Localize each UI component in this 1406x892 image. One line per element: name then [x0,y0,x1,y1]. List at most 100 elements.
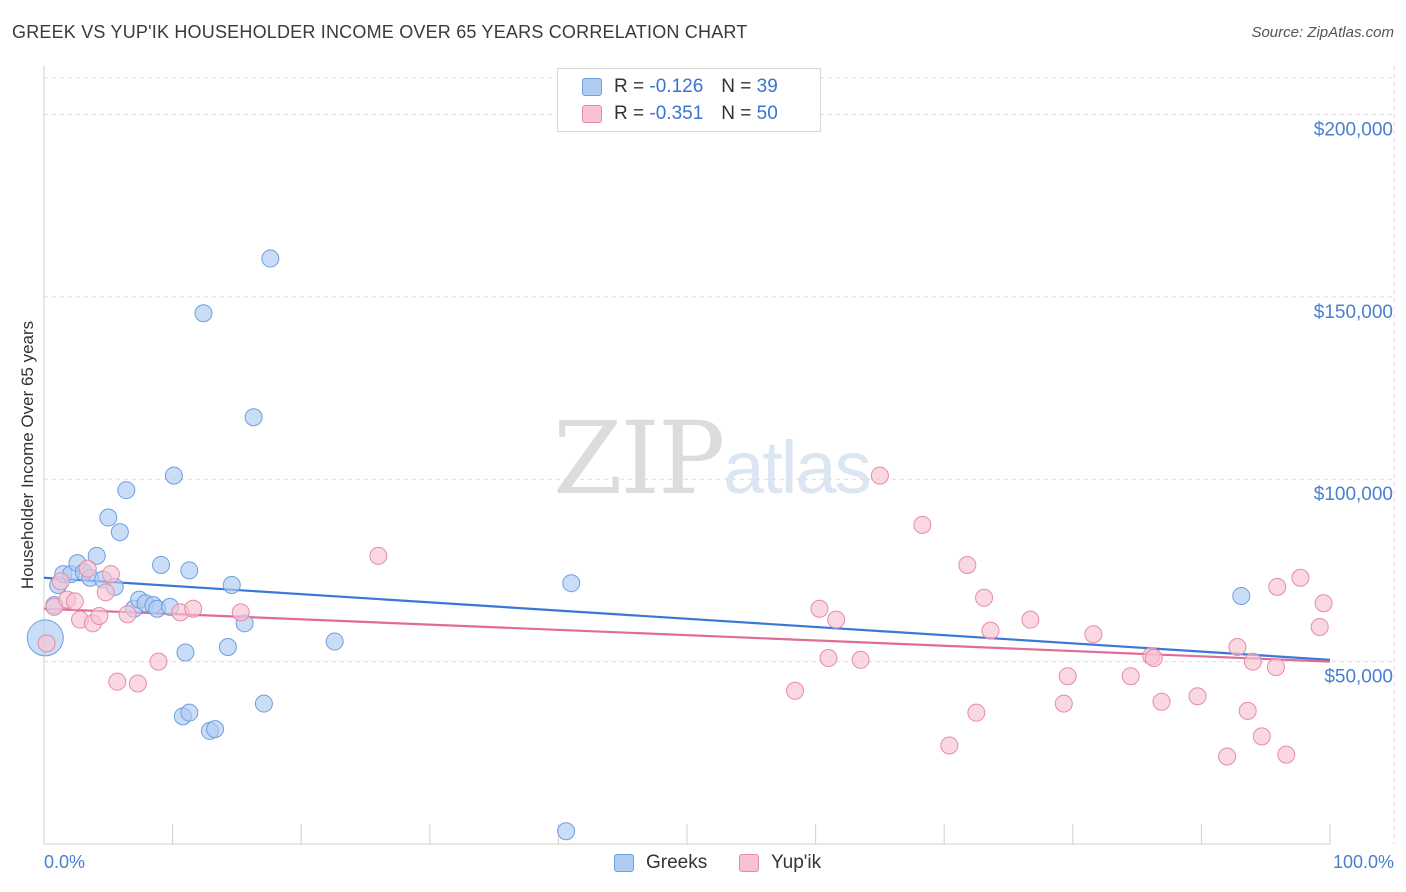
data-point [96,583,115,602]
data-point [222,576,241,595]
data-point [87,546,106,565]
series-legend-greeks: Greeks [614,852,707,874]
data-point [117,481,136,500]
data-point [37,634,56,653]
legend-r-label: R = [614,76,645,97]
data-point [149,652,168,671]
data-point [51,572,70,591]
data-point [261,249,280,268]
data-point [78,559,97,578]
source-label: Source: ZipAtlas.com [1251,24,1394,41]
data-point [101,565,120,584]
x-tick-label-max: 100.0% [1332,852,1394,872]
data-point [870,466,889,485]
data-point [1218,747,1237,766]
x-tick-label-min: 0.0% [44,852,86,872]
data-point [1228,638,1247,657]
data-point [1144,648,1163,667]
data-point [557,822,576,841]
data-point [810,599,829,618]
grid-lines [44,66,1395,844]
data-point [128,674,147,693]
y-tick-label: $150,000 [1314,302,1393,323]
watermark-atlas: atlas [723,426,871,509]
data-point [1243,652,1262,671]
data-point [164,466,183,485]
legend-n-value: 39 [756,76,778,97]
data-point [851,650,870,669]
data-point [786,681,805,700]
data-point [65,592,84,611]
data-point [244,408,263,427]
legend-row-greeks: R = -0.126 N = 39 [582,74,778,100]
data-point [218,638,237,657]
legend-r-label: R = [614,103,645,124]
data-point [99,508,118,527]
data-point [1314,594,1333,613]
data-point [90,607,109,626]
data-point [1121,667,1140,686]
data-point [152,555,171,574]
trend-line [43,576,1331,661]
data-point [1268,577,1287,596]
data-point [967,703,986,722]
series-swatch-yupik [739,854,759,872]
series-label-yupik: Yup'ik [771,852,822,873]
data-point [975,588,994,607]
data-point [819,648,838,667]
data-point [206,720,225,739]
axes [43,66,1331,845]
data-point [562,574,581,593]
data-point [1232,586,1251,605]
data-point [1188,687,1207,706]
y-tick-labels: $50,000 $100,000 $150,000 $200,000 [1314,119,1393,687]
data-point [958,555,977,574]
data-point [1277,745,1296,764]
watermark-zip: ZIP [553,400,725,517]
legend-r-value: -0.126 [649,76,704,97]
data-point [1058,667,1077,686]
data-point [108,672,127,691]
trend-lines [43,576,1331,663]
series-swatch-greeks [614,854,634,872]
data-point [176,643,195,662]
y-tick-label: $200,000 [1314,119,1393,140]
data-point [1291,568,1310,587]
data-point [184,599,203,618]
data-point [940,736,959,755]
series-label-greeks: Greeks [646,852,708,873]
data-point [254,694,273,713]
watermark: ZIPatlas [553,400,872,517]
data-point [369,546,388,565]
data-point [110,523,129,542]
trend-line [43,607,1331,663]
legend-r-value: -0.351 [649,103,704,124]
legend-row-yupik: R = -0.351 N = 50 [582,101,778,127]
y-tick-label: $100,000 [1314,484,1393,505]
data-point [231,603,250,622]
data-point [1152,692,1171,711]
data-point [913,515,932,534]
legend-n-label: N = [721,76,752,97]
data-points [26,249,1333,841]
data-point [180,561,199,580]
legend-n-label: N = [721,103,752,124]
data-point [325,632,344,651]
correlation-legend: R = -0.126 N = 39 R = -0.351 N = 50 [557,68,821,132]
data-point [1266,658,1285,677]
data-point [1054,694,1073,713]
data-point [118,605,137,624]
data-point [1238,701,1257,720]
data-point [1084,625,1103,644]
data-point [180,703,199,722]
series-legend-yupik: Yup'ik [739,852,821,874]
legend-swatch-greeks [582,78,602,96]
data-point [981,621,1000,640]
chart-title: GREEK VS YUP'IK HOUSEHOLDER INCOME OVER … [12,22,748,42]
data-point [1252,727,1271,746]
data-point [827,610,846,629]
data-point [194,304,213,323]
data-point [1310,617,1329,636]
data-point [1021,610,1040,629]
